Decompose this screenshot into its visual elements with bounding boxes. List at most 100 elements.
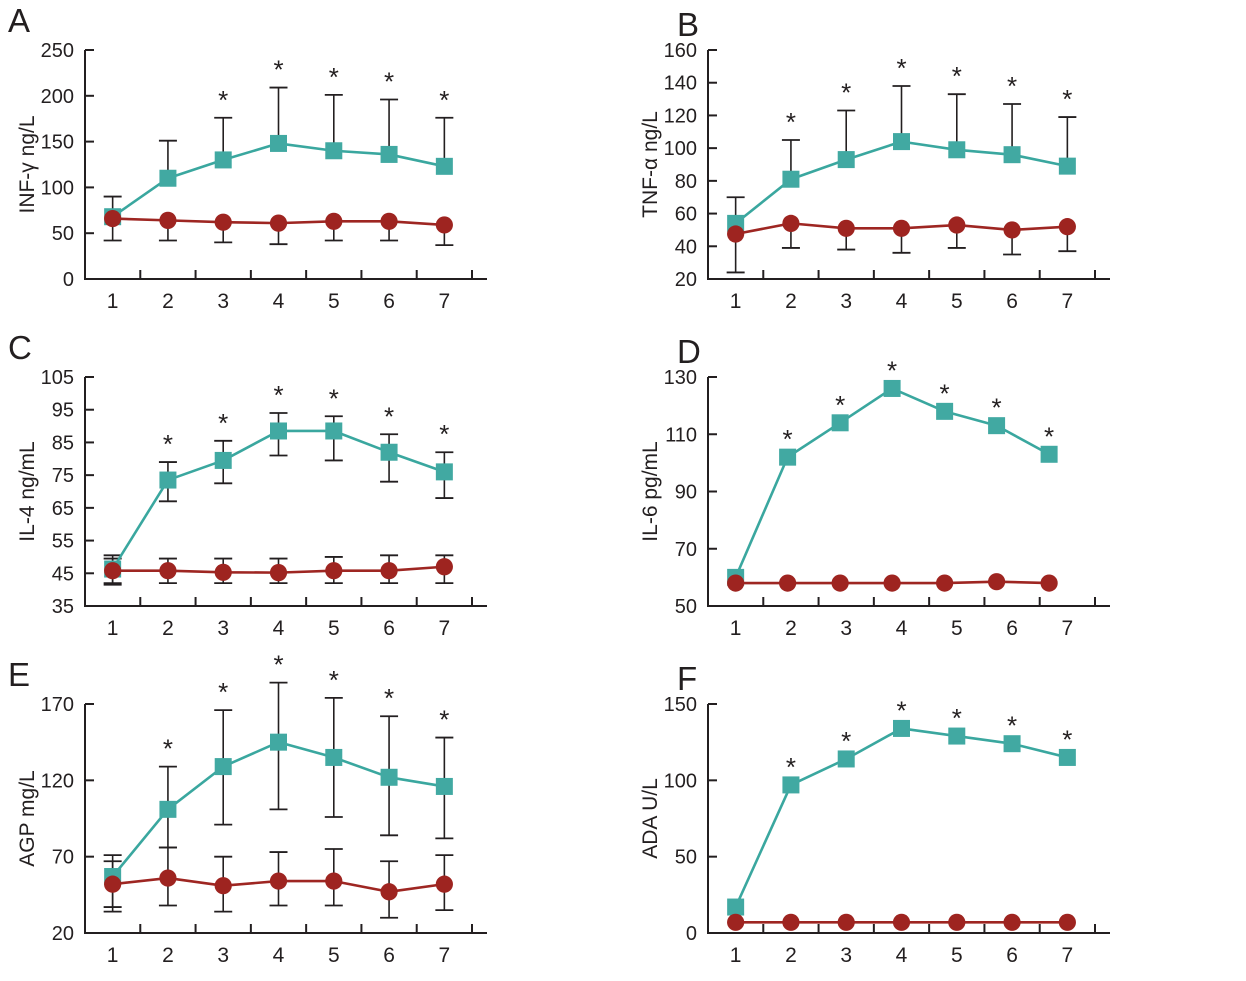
y-axis-title: TNF-α ng/L (639, 111, 662, 218)
y-axis-title: ADA U/L (639, 778, 662, 859)
x-tick-label: 2 (162, 617, 174, 640)
circle-marker (214, 877, 232, 895)
significance-asterisk: * (439, 705, 449, 735)
significance-asterisk: * (783, 424, 793, 454)
square-marker (1003, 735, 1021, 753)
y-tick-label: 75 (52, 465, 74, 487)
chart-A: 0 50 100 150 200 250 1 2 3 4 5 6 7 INF-γ ng/L * * * * * (16, 40, 487, 313)
x-tick-label: 2 (785, 617, 797, 640)
y-tick-label: 45 (52, 563, 74, 585)
square-marker (782, 170, 800, 188)
panel-A: A 0 50 100 150 200 250 1 2 3 4 5 6 7 INF-γ ng/L * * * * * (0, 0, 623, 327)
x-tick-label: 4 (896, 290, 908, 313)
square-marker (270, 733, 287, 751)
x-tick-label: 7 (439, 617, 451, 640)
significance-asterisk: * (887, 355, 897, 385)
circle-marker (936, 574, 954, 592)
circle-marker (435, 558, 453, 576)
significance-asterisk: * (786, 752, 796, 782)
square-marker (159, 471, 177, 489)
circle-marker (987, 573, 1006, 591)
circle-marker (948, 913, 966, 931)
chart-B: 20 40 60 80 100 120 140 160 1 2 3 4 5 6 7 TNF-α ng/L * * *… (639, 40, 1110, 313)
x-tick-label: 7 (1062, 290, 1074, 313)
circle-marker (782, 214, 800, 232)
y-tick-label: 50 (675, 596, 697, 618)
x-tick-label: 2 (785, 290, 797, 313)
square-marker (948, 727, 966, 745)
y-tick-label: 110 (665, 424, 697, 446)
y-tick-label: 0 (686, 923, 697, 945)
significance-asterisk: * (384, 66, 394, 96)
panel-E: E 20 70 120 170 1 2 3 4 5 6 7 AGP mg/L * * * * * * (0, 654, 623, 981)
x-tick-label: 1 (730, 290, 742, 313)
x-tick-label: 5 (951, 617, 963, 640)
circle-marker (104, 562, 122, 580)
x-tick-label: 3 (217, 290, 229, 313)
y-tick-label: 140 (664, 73, 697, 95)
significance-asterisk: * (329, 62, 339, 92)
y-axis-title: IL-4 ng/mL (16, 441, 39, 541)
circle-marker (214, 563, 232, 581)
x-tick-label: 4 (896, 944, 908, 967)
x-tick-label: 4 (896, 617, 908, 640)
y-tick-label: 35 (52, 596, 74, 618)
x-tick-label: 5 (328, 290, 340, 313)
x-tick-label: 3 (840, 290, 852, 313)
circle-marker (782, 913, 800, 931)
circle-marker (435, 216, 453, 234)
series-line-squares (734, 387, 1050, 578)
x-tick-label: 3 (840, 617, 852, 640)
y-tick-label: 90 (675, 482, 697, 504)
square-marker (779, 448, 797, 466)
y-tick-label: 20 (52, 923, 74, 945)
significance-asterisk: * (1062, 84, 1072, 114)
significance-asterisk: * (218, 677, 228, 707)
circle-marker (159, 869, 177, 887)
circle-marker (948, 216, 966, 234)
x-tick-label: 7 (439, 944, 451, 967)
x-tick-label: 1 (107, 944, 119, 967)
square-marker (1058, 157, 1076, 175)
significance-asterisk: * (1044, 421, 1054, 451)
panel-label-E: E (8, 656, 31, 693)
x-tick-label: 1 (107, 617, 119, 640)
significance-asterisk: * (439, 419, 449, 449)
x-tick-label: 4 (273, 617, 285, 640)
significance-asterisk: * (163, 734, 173, 764)
significance-asterisk: * (952, 703, 962, 733)
circle-marker (1003, 221, 1021, 239)
y-tick-label: 0 (63, 269, 74, 291)
square-marker (727, 898, 745, 916)
circle-marker (159, 562, 177, 580)
circle-marker (380, 212, 398, 230)
x-tick-label: 3 (840, 944, 852, 967)
circle-marker (325, 212, 343, 230)
y-tick-label: 105 (41, 367, 74, 389)
significance-asterisk: * (273, 55, 283, 85)
y-tick-label: 70 (52, 847, 74, 869)
y-tick-label: 50 (52, 223, 74, 245)
square-marker (948, 141, 966, 159)
panel-label-B: B (677, 6, 700, 43)
significance-asterisk: * (786, 107, 796, 137)
significance-asterisk: * (952, 61, 962, 91)
x-tick-label: 1 (730, 944, 742, 967)
circle-marker (727, 574, 745, 592)
circle-marker (325, 562, 343, 580)
circle-marker (380, 883, 398, 901)
square-marker (435, 463, 453, 481)
significance-asterisk: * (273, 380, 283, 410)
square-marker (325, 422, 343, 440)
circle-marker (1040, 574, 1058, 592)
circle-marker (1003, 913, 1021, 931)
panel-label-F: F (677, 660, 698, 697)
square-marker (1040, 445, 1058, 463)
circle-marker (104, 209, 122, 228)
significance-asterisk: * (218, 408, 228, 438)
significance-asterisk: * (940, 378, 950, 408)
panel-label-C: C (8, 329, 32, 366)
x-tick-label: 6 (1006, 290, 1018, 313)
x-tick-label: 5 (951, 944, 963, 967)
